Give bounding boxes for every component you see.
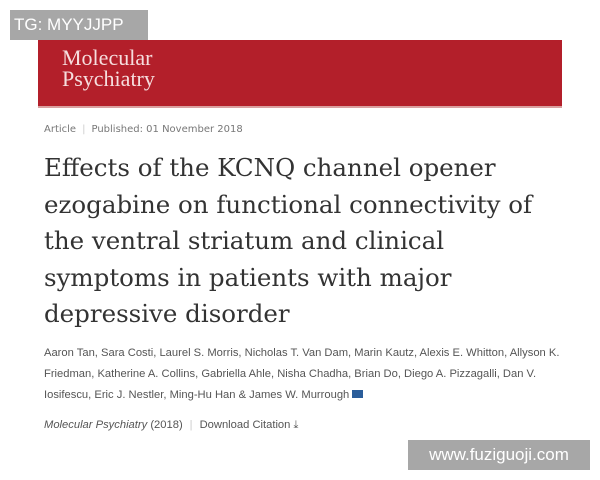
article-meta: Article | Published: 01 November 2018 (44, 124, 243, 135)
watermark-top: TG: MYYJJPP (10, 10, 148, 40)
journal-year: (2018) (150, 419, 183, 431)
divider: | (82, 124, 86, 135)
logo-line2: Psychiatry (62, 66, 155, 91)
authors[interactable]: Aaron Tan, Sara Costi, Laurel S. Morris,… (44, 347, 560, 401)
download-citation-label: Download Citation (199, 419, 291, 431)
email-icon[interactable] (352, 390, 364, 398)
watermark-bottom: www.fuziguoji.com (408, 440, 590, 470)
journal-logo[interactable]: Molecular Psychiatry (62, 45, 155, 91)
download-icon: ⤓ (293, 419, 299, 431)
author-list: Aaron Tan, Sara Costi, Laurel S. Morris,… (44, 343, 564, 406)
download-citation-link[interactable]: Download Citation ⤓ (200, 419, 299, 431)
citation-line: Molecular Psychiatry (2018) | Download Cit… (44, 419, 298, 432)
journal-banner: Molecular Psychiatry (38, 40, 562, 108)
published-date: Published: 01 November 2018 (91, 124, 243, 135)
article-type: Article (44, 124, 77, 135)
journal-name: Molecular Psychiatry (44, 419, 148, 431)
divider: | (189, 419, 193, 431)
article-title: Effects of the KCNQ channel opener ezoga… (44, 153, 533, 328)
logo-line1: Molecular (62, 45, 153, 70)
